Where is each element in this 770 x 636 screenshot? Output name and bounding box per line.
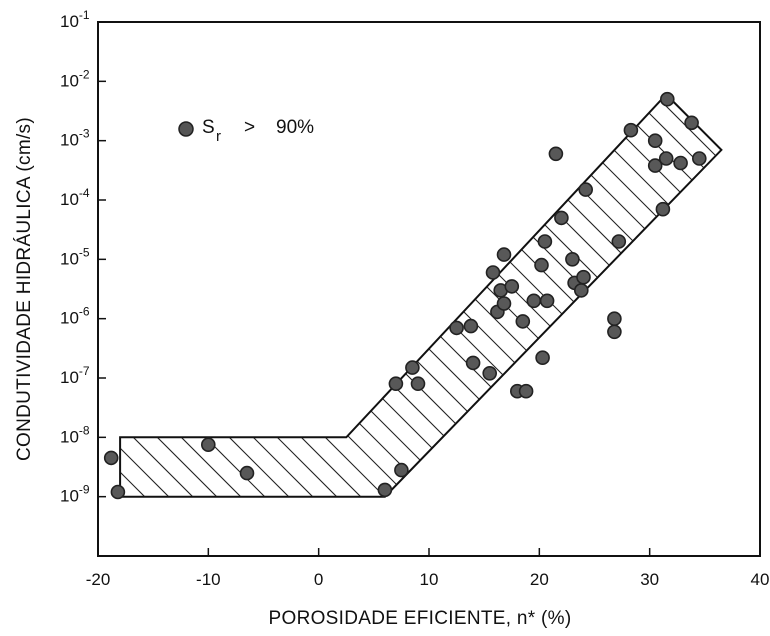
y-axis-label: CONDUTIVIDADE HIDRÁULICA (cm/s) (14, 117, 35, 461)
hatch-line (391, 94, 722, 497)
hatch-line (535, 94, 722, 497)
legend-operator: > (244, 117, 255, 138)
data-point (607, 311, 622, 327)
data-point (394, 462, 409, 478)
data-point (410, 376, 426, 392)
y-tick-label: 10-2 (60, 67, 90, 90)
hatch-line (120, 94, 381, 497)
data-point (526, 293, 542, 309)
y-tick-label: 10-3 (60, 127, 90, 150)
hatch-line (120, 94, 261, 497)
data-point (463, 318, 479, 334)
data-point (534, 257, 549, 273)
hatch-line (295, 94, 722, 497)
data-point (655, 201, 671, 217)
data-point (554, 210, 569, 226)
legend-subscript: r (216, 128, 221, 145)
legend-value: 90% (276, 117, 314, 138)
hatch-line (415, 94, 722, 497)
data-point (110, 484, 126, 500)
data-point (573, 283, 589, 298)
hatch-line (120, 94, 693, 497)
data-point (465, 355, 481, 371)
data-points (103, 91, 707, 500)
data-point (673, 155, 688, 171)
hatch-line (151, 94, 722, 497)
data-point (565, 251, 580, 267)
data-point (539, 293, 555, 309)
x-tick-label: -20 (86, 570, 111, 589)
x-tick-label: 40 (751, 570, 770, 589)
y-tick-label: 10-1 (60, 8, 90, 31)
data-point (504, 279, 520, 294)
y-tick-label: 10-9 (60, 483, 90, 506)
hatch-line (120, 94, 285, 497)
data-point (647, 133, 663, 148)
hatch-line (728, 0, 770, 636)
x-tick-label: 20 (530, 570, 549, 589)
x-axis-label: POROSIDADE EFICIENTE, n* (%) (269, 608, 572, 629)
data-point (103, 450, 119, 466)
data-point (201, 437, 216, 453)
data-point (515, 314, 531, 329)
data-point (485, 265, 501, 280)
data-point (607, 324, 622, 340)
y-tick-label: 10-5 (60, 245, 90, 268)
data-point (518, 383, 534, 399)
y-tick-label: 10-8 (60, 423, 90, 446)
data-point (449, 320, 464, 336)
hatch-line (120, 94, 357, 497)
y-axis-ticks: 10-1 10-2 10-3 10-4 10-5 10-6 10-7 10-8 10-9 (60, 8, 106, 506)
data-point (623, 122, 639, 138)
hatch-line (631, 94, 722, 497)
data-point (611, 234, 627, 249)
hatch-line (199, 94, 722, 497)
hatch-line (367, 94, 722, 497)
hatch-line (120, 94, 722, 497)
data-point (405, 360, 420, 375)
hatch-line (175, 94, 722, 497)
x-tick-label: 30 (640, 570, 659, 589)
hatch-line (487, 94, 722, 497)
y-tick-label: 10-6 (60, 305, 90, 328)
legend-marker (178, 121, 194, 137)
hatch-line (247, 94, 722, 497)
hatch-line (120, 94, 309, 497)
data-point (496, 247, 512, 262)
legend: S r > 90% (178, 117, 314, 145)
y-tick-label: 10-7 (60, 364, 90, 387)
legend-symbol: S (202, 117, 215, 138)
data-point (482, 365, 498, 381)
hatch-line (607, 94, 722, 497)
data-point (239, 465, 255, 481)
x-tick-label: -10 (196, 570, 221, 589)
hatch-line (120, 94, 669, 497)
data-point (548, 146, 564, 162)
data-point (388, 376, 404, 392)
data-point (684, 115, 699, 131)
hatch-line (120, 94, 237, 497)
data-point (647, 158, 663, 173)
x-tick-label: 10 (420, 570, 439, 589)
data-point (658, 151, 674, 166)
hatch-line (439, 94, 722, 497)
data-point (496, 296, 512, 311)
hatch-line (511, 94, 722, 497)
hatch-line (120, 94, 333, 497)
data-point (576, 269, 591, 285)
data-point (535, 350, 550, 366)
y-tick-label: 10-4 (60, 186, 90, 209)
hatch-line (679, 94, 722, 497)
hatch-line (319, 94, 722, 497)
x-tick-label: 0 (314, 570, 323, 589)
x-axis-ticks: -20 -10 0 10 20 30 40 (86, 548, 770, 589)
data-point (659, 91, 675, 107)
data-point (377, 482, 393, 498)
data-point (691, 151, 707, 166)
data-point (578, 182, 594, 197)
data-point (537, 234, 553, 249)
